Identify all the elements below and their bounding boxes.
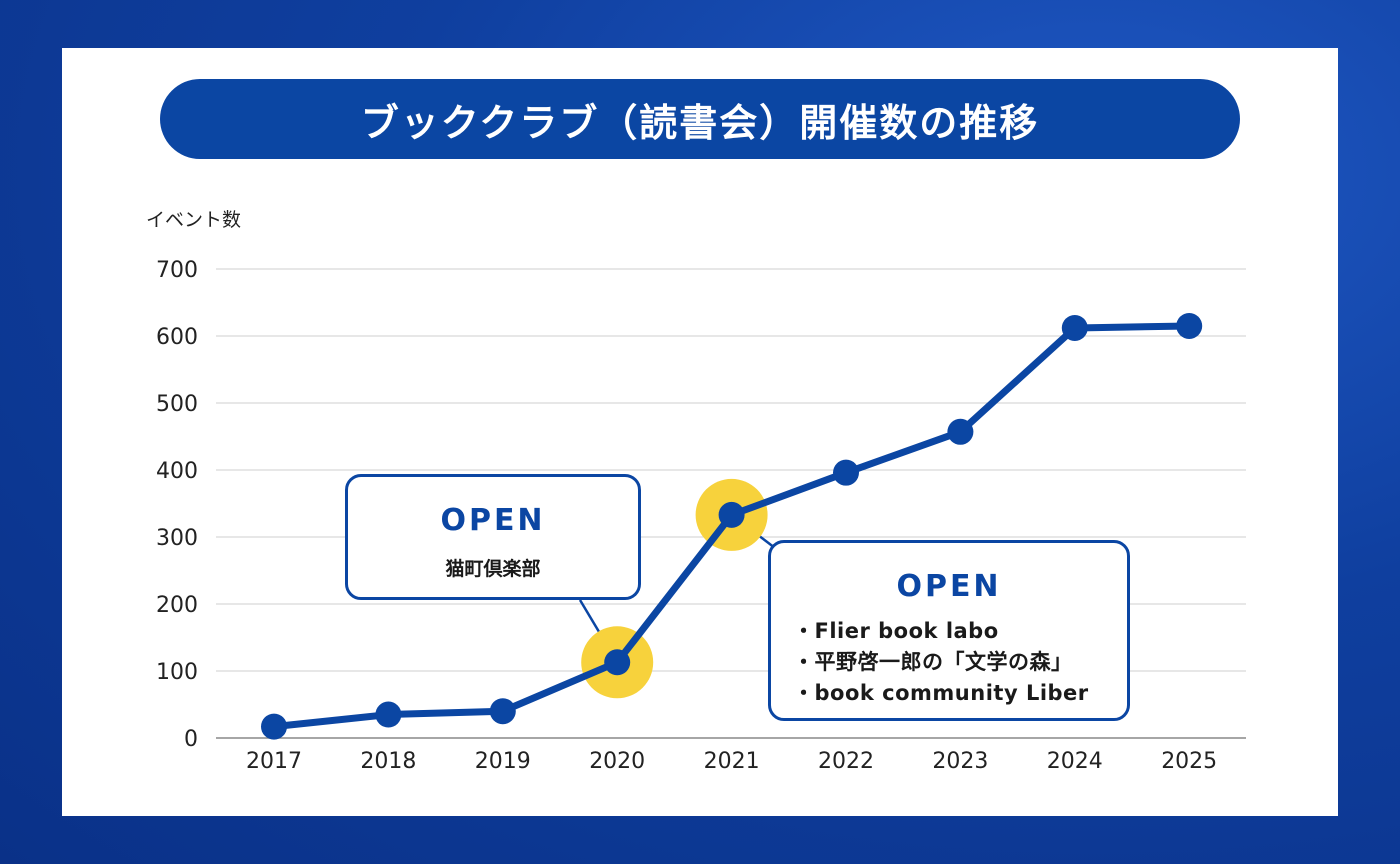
x-tick-label: 2025 <box>1161 749 1217 774</box>
x-tick-label: 2017 <box>246 749 302 774</box>
chart-card: ブッククラブ（読書会）開催数の推移 <box>62 48 1338 816</box>
x-tick-label: 2023 <box>932 749 988 774</box>
y-tick-label: 500 <box>156 392 198 417</box>
callout-2021: OPEN ・Flier book labo ・平野啓一郎の「文学の森」 ・boo… <box>768 540 1130 721</box>
callout-2020-heading: OPEN <box>440 503 546 538</box>
x-tick-label: 2020 <box>589 749 645 774</box>
data-point-2023 <box>947 418 974 445</box>
y-axis-label: イベント数 <box>146 209 241 231</box>
title-banner: ブッククラブ（読書会）開催数の推移 <box>160 79 1240 159</box>
data-point-2022 <box>833 459 859 486</box>
callout-2021-item: ・平野啓一郎の「文学の森」 <box>793 650 1073 674</box>
y-tick-label: 300 <box>156 526 198 551</box>
data-point-2024 <box>1061 314 1088 341</box>
chart-title: ブッククラブ（読書会）開催数の推移 <box>360 100 1040 145</box>
callout-2020-item: 猫町倶楽部 <box>445 558 541 580</box>
callout-2020: OPEN 猫町倶楽部 <box>345 474 641 600</box>
y-tick-label: 600 <box>156 325 198 350</box>
data-point-2017 <box>261 713 287 740</box>
data-point-2019 <box>489 698 516 725</box>
x-tick-label: 2018 <box>360 749 416 774</box>
callout-2021-item: ・Flier book labo <box>793 619 999 643</box>
y-tick-label: 100 <box>156 660 198 685</box>
callout-2021-item: ・book community Liber <box>793 681 1089 705</box>
data-point-2018 <box>375 701 402 728</box>
x-tick-label: 2021 <box>704 749 760 774</box>
y-tick-label: 700 <box>156 258 198 283</box>
data-point-2025 <box>1176 312 1203 339</box>
callout-2021-heading: OPEN <box>896 569 1002 604</box>
data-point-2020 <box>604 649 631 676</box>
x-tick-label: 2022 <box>818 749 874 774</box>
y-tick-label: 200 <box>156 593 198 618</box>
y-tick-label: 400 <box>156 459 198 484</box>
callout-2021-list: ・Flier book labo ・平野啓一郎の「文学の森」 ・book com… <box>793 616 1127 709</box>
x-tick-label: 2019 <box>475 749 531 774</box>
data-point-2021 <box>718 501 745 528</box>
y-tick-label: 0 <box>184 727 198 752</box>
x-tick-label: 2024 <box>1047 749 1103 774</box>
